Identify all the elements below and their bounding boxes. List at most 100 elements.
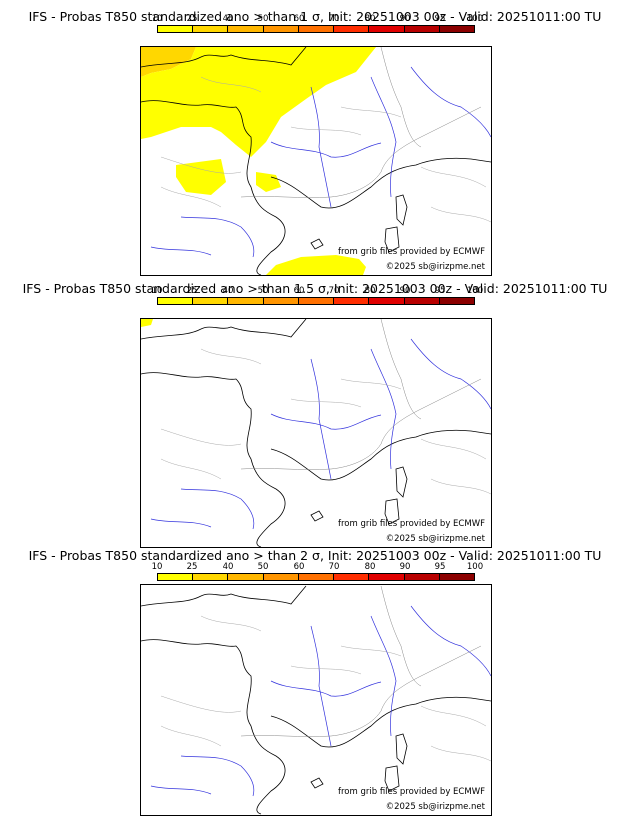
coastline	[270, 429, 491, 481]
map-area: from grib files provided by ECMWF ©2025 …	[140, 584, 492, 816]
colorbar-segment	[369, 298, 405, 304]
colorbar-label: 50	[257, 14, 269, 24]
coastline	[141, 47, 307, 68]
river	[180, 488, 255, 530]
copyright-credit: ©2025 sb@irizpme.net	[385, 262, 485, 272]
coastline	[141, 639, 286, 815]
coastline	[270, 157, 491, 209]
colorbar-label: 70	[328, 562, 340, 572]
river	[410, 605, 491, 677]
coastline	[384, 226, 400, 253]
river	[310, 625, 332, 747]
colorbar-label: 90	[399, 14, 411, 24]
border	[160, 615, 487, 727]
river	[270, 413, 382, 430]
colorbar-label: 95	[434, 14, 446, 24]
map-graphic	[141, 585, 491, 815]
coastline	[384, 765, 400, 792]
colorbar-label: 70	[328, 286, 340, 296]
colorbar-label: 100	[466, 14, 484, 24]
colorbar-segment	[369, 574, 405, 580]
colorbar	[157, 297, 475, 305]
colorbar-segment	[298, 26, 335, 32]
colorbar-labels: 10 25 40 50 60 70 80 90 95 100	[140, 15, 490, 25]
river	[150, 518, 212, 528]
colorbar-label: 90	[399, 286, 411, 296]
map-panel-3: IFS - Probas T850 standardized ano > tha…	[0, 544, 630, 820]
colorbar-segment	[404, 574, 440, 580]
colorbar-segment	[158, 26, 194, 32]
data-source-credit: from grib files provided by ECMWF	[338, 519, 485, 529]
probability-area-25-40	[141, 47, 196, 77]
river	[180, 755, 255, 797]
border	[160, 76, 487, 188]
colorbar-segment	[369, 26, 405, 32]
data-source-credit: from grib files provided by ECMWF	[338, 787, 485, 797]
colorbar-segment	[228, 298, 264, 304]
colorbar-segment	[404, 298, 440, 304]
river	[180, 216, 255, 258]
border	[380, 585, 422, 687]
colorbar-label: 80	[364, 286, 376, 296]
colorbar-label: 25	[186, 562, 198, 572]
map-area: from grib files provided by ECMWF ©2025 …	[140, 46, 492, 276]
map-area: from grib files provided by ECMWF ©2025 …	[140, 318, 492, 548]
map-graphic	[141, 319, 491, 547]
border	[160, 398, 491, 495]
river	[310, 86, 332, 208]
colorbar-segment	[439, 26, 474, 32]
coastline	[395, 194, 408, 226]
colorbar-segment	[298, 574, 335, 580]
colorbar-segment	[193, 298, 229, 304]
colorbar-segment	[193, 574, 229, 580]
colorbar-segment	[263, 298, 299, 304]
coastline	[141, 585, 307, 607]
river	[410, 338, 491, 410]
panel-title: IFS - Probas T850 standardized ano > tha…	[28, 548, 602, 563]
colorbar-segment	[158, 298, 194, 304]
coastline	[141, 100, 286, 275]
panel-title: IFS - Probas T850 standardized ano > tha…	[28, 9, 602, 24]
border	[240, 645, 482, 737]
coastline	[270, 696, 491, 748]
colorbar-segment	[263, 574, 299, 580]
colorbar-label: 80	[364, 562, 376, 572]
border	[160, 665, 491, 762]
copyright-credit: ©2025 sb@irizpme.net	[385, 802, 485, 812]
coastline	[384, 498, 400, 525]
map-panel-2: IFS - Probas T850 standardized ano > tha…	[0, 272, 630, 548]
colorbar-label: 100	[466, 562, 484, 572]
border	[160, 348, 487, 460]
copyright-credit: ©2025 sb@irizpme.net	[385, 534, 485, 544]
river	[370, 348, 397, 470]
map-panel-1: IFS - Probas T850 standardized ano > tha…	[0, 0, 630, 276]
colorbar-label: 40	[222, 14, 234, 24]
data-source-credit: from grib files provided by ECMWF	[338, 247, 485, 257]
probability-area-10-25	[141, 47, 376, 157]
colorbar-label: 40	[222, 286, 234, 296]
colorbar-segment	[228, 574, 264, 580]
coastline	[141, 319, 307, 340]
river	[370, 615, 397, 737]
colorbar-label: 95	[434, 286, 446, 296]
colorbar-label: 25	[186, 14, 198, 24]
colorbar-segment	[193, 26, 229, 32]
colorbar-labels: 10 25 40 50 60 70 80 90 95 100	[140, 563, 490, 573]
probability-area-10-25	[266, 255, 366, 275]
coastline	[395, 733, 408, 765]
border	[240, 106, 482, 198]
probability-area-10-25	[256, 172, 281, 192]
colorbar-label: 50	[257, 286, 269, 296]
border	[240, 378, 482, 470]
colorbar-label: 50	[257, 562, 269, 572]
colorbar-label: 10	[151, 286, 163, 296]
colorbar-segment	[298, 298, 335, 304]
border	[160, 126, 491, 223]
river	[310, 358, 332, 480]
colorbar-label: 70	[328, 14, 340, 24]
colorbar-segment	[334, 574, 370, 580]
colorbar-label: 10	[151, 562, 163, 572]
river	[410, 66, 491, 138]
coastline	[310, 238, 324, 250]
river	[270, 680, 382, 697]
